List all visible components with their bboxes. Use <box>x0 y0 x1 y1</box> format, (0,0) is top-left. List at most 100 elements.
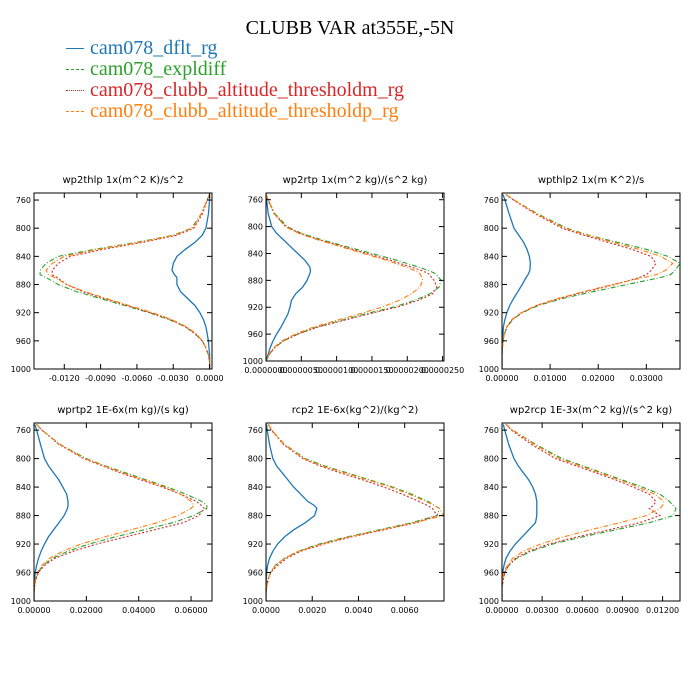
x-tick-label: 0.01200 <box>646 606 679 615</box>
series-line-4 <box>502 193 674 369</box>
series-line-1 <box>266 424 318 601</box>
y-tick-label: 960 <box>484 337 499 346</box>
series-line-3 <box>266 424 438 601</box>
x-tick-label: 0.01000 <box>534 374 567 383</box>
series-line-1 <box>34 424 69 601</box>
y-tick-label: 760 <box>248 426 263 435</box>
y-tick-label: 1000 <box>11 597 31 606</box>
x-tick-label: 0.0020 <box>298 606 326 615</box>
subplot-6: wp2rcp 1E-3x(m^2 kg)/(s^2 kg) 760 800 840 88… <box>479 405 681 615</box>
legend-item-dflt: cam078_dflt_rg <box>66 37 404 59</box>
series-line-3 <box>51 194 211 369</box>
plot-frame <box>265 422 445 602</box>
x-tick-label: 0.02000 <box>70 606 103 615</box>
series-line-1 <box>502 424 538 601</box>
x-tick-label: -0.0090 <box>85 374 116 383</box>
y-tick-label: 800 <box>248 455 263 464</box>
y-tick-label: 1000 <box>243 357 263 366</box>
legend-item-expldiff: cam078_expldiff <box>66 58 404 80</box>
plot-frame <box>501 192 681 370</box>
subplot-title: wp2rcp 1E-3x(m^2 kg)/(s^2 kg) <box>510 405 673 416</box>
legend-label: cam078_clubb_altitude_thresholdp_rg <box>90 100 399 122</box>
x-tick-label: -0.0060 <box>121 374 152 383</box>
y-tick-label: 960 <box>16 337 31 346</box>
plot-frame <box>33 192 213 370</box>
x-tick-label: 0.0000000 <box>244 366 287 375</box>
series-group <box>266 424 444 601</box>
x-tick-label: 0.00000 <box>485 374 518 383</box>
x-tick-label: 0.0060 <box>391 606 419 615</box>
x-tick-label: 0.02000 <box>582 374 615 383</box>
x-tick-label: 0.0000250 <box>421 366 464 375</box>
y-tick-label: 840 <box>484 252 499 261</box>
x-tick-label: 0.0040 <box>344 606 372 615</box>
x-tick-label: 0.00000 <box>17 606 50 615</box>
series-line-4 <box>266 194 424 361</box>
x-tick-label: 0.00000 <box>485 606 518 615</box>
x-tick-label: 0.04000 <box>122 606 155 615</box>
y-tick-label: 960 <box>16 569 31 578</box>
y-tick-label: 840 <box>248 249 263 258</box>
plot-frame <box>501 422 681 602</box>
y-tick-label: 800 <box>484 455 499 464</box>
y-tick-label: 760 <box>16 196 31 205</box>
y-tick-label: 760 <box>484 196 499 205</box>
y-tick-label: 1000 <box>479 597 499 606</box>
legend-label: cam078_expldiff <box>90 58 227 80</box>
series-line-2 <box>34 424 208 601</box>
y-tick-label: 800 <box>16 455 31 464</box>
y-tick-label: 760 <box>16 426 31 435</box>
y-tick-label: 800 <box>248 223 263 232</box>
plot-frame <box>33 422 213 602</box>
y-tick-label: 920 <box>16 309 31 318</box>
y-tick-label: 880 <box>16 281 31 290</box>
y-tick-label: 840 <box>484 483 499 492</box>
x-tick-label: 0.06000 <box>175 606 208 615</box>
x-tick-label: 0.0000 <box>252 606 280 615</box>
series-line-4 <box>502 423 665 601</box>
legend: cam078_dflt_rg cam078_expldiff cam078_cl… <box>66 37 404 122</box>
series-group <box>39 194 211 369</box>
legend-swatch <box>66 90 84 91</box>
y-tick-label: 880 <box>16 512 31 521</box>
series-line-3 <box>502 193 657 369</box>
series-line-3 <box>266 194 438 361</box>
x-tick-label: 0.0000150 <box>350 366 393 375</box>
y-tick-label: 880 <box>484 281 499 290</box>
y-tick-label: 760 <box>248 196 263 205</box>
x-tick-label: -0.0120 <box>49 374 80 383</box>
y-tick-label: 840 <box>16 252 31 261</box>
subplot-1: wp2thlp 1x(m^2 K)/s^2 760 800 840 880 920 960 1… <box>11 175 224 383</box>
series-line-2 <box>502 423 677 601</box>
subplot-title: rcp2 1E-6x(kg^2)/(kg^2) <box>292 405 419 416</box>
series-line-3 <box>34 424 205 601</box>
series-line-2 <box>39 194 211 369</box>
y-tick-label: 1000 <box>243 597 263 606</box>
subplot-title: wp2rtp 1x(m^2 kg)/(s^2 kg) <box>283 175 428 186</box>
x-tick-label: 0.0000 <box>196 374 224 383</box>
series-group <box>502 193 680 369</box>
y-tick-label: 840 <box>248 483 263 492</box>
y-tick-label: 760 <box>484 426 499 435</box>
y-tick-label: 920 <box>248 303 263 312</box>
series-line-1 <box>171 194 211 369</box>
subplot-4: wprtp2 1E-6x(m kg)/(s kg) 760 800 840 880 920… <box>11 405 213 615</box>
x-tick-label: 0.03000 <box>630 374 663 383</box>
y-tick-label: 840 <box>16 483 31 492</box>
y-tick-label: 1000 <box>11 365 31 374</box>
legend-swatch <box>66 69 84 70</box>
y-tick-label: 800 <box>16 224 31 233</box>
y-tick-label: 920 <box>248 540 263 549</box>
subplot-title: wprtp2 1E-6x(m kg)/(s kg) <box>57 405 189 416</box>
series-line-3 <box>502 424 662 601</box>
series-group <box>266 194 442 361</box>
x-tick-label: 0.0000200 <box>386 366 429 375</box>
series-group <box>502 423 677 601</box>
subplot-title: wp2thlp 1x(m^2 K)/s^2 <box>62 175 183 186</box>
series-line-1 <box>266 194 312 361</box>
x-tick-label: 0.00300 <box>526 606 559 615</box>
legend-item-thresholdm: cam078_clubb_altitude_thresholdm_rg <box>66 79 404 101</box>
legend-swatch <box>66 48 84 49</box>
